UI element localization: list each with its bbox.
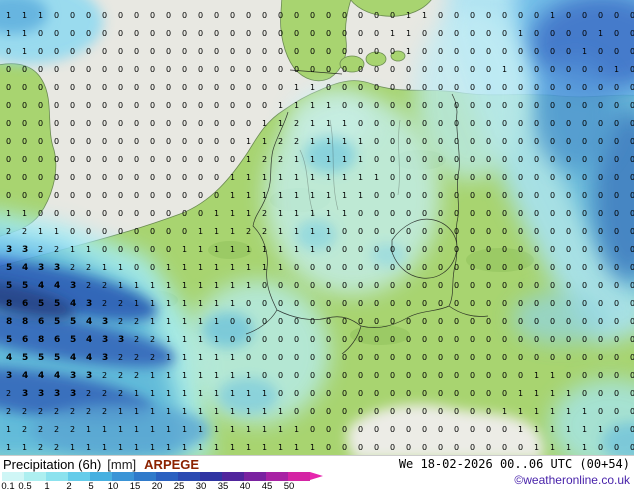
legend-segment: [156, 472, 178, 481]
copyright-link[interactable]: ©weatheronline.co.uk: [514, 473, 630, 487]
weather-map: [0, 0, 634, 455]
legend-tick-label: 10: [107, 481, 119, 490]
map-title: Precipitation (6h) [mm] ARPEGE: [3, 457, 199, 472]
land-denmark: [280, 0, 352, 82]
legend-labels: 0.1 0.5 1 2 5 10 15 20 25 30 35 40 45 50: [1, 481, 362, 490]
legend-segment: [46, 472, 68, 481]
legend-tick-label: 50: [283, 481, 295, 490]
legend-tick-label: 45: [261, 481, 273, 490]
footer-right: We 18-02-2026 00..06 UTC (00+54) ©weathe…: [399, 457, 630, 487]
legend-bar: [2, 472, 362, 481]
footer: Precipitation (6h) [mm] ARPEGE We 18-02-20…: [0, 455, 634, 490]
legend-segment: [134, 472, 156, 481]
legend-segment: [24, 472, 46, 481]
legend-arrow-icon: [310, 472, 323, 480]
legend-segment: [222, 472, 244, 481]
legend-segment: [112, 472, 134, 481]
legend-tick-label: 15: [129, 481, 141, 490]
land-island: [365, 51, 387, 67]
borders-layer: [245, 69, 489, 355]
legend: 0.1 0.5 1 2 5 10 15 20 25 30 35 40 45 50: [1, 472, 362, 490]
valid-time: We 18-02-2026 00..06 UTC (00+54): [398, 457, 630, 471]
legend-segment: [266, 472, 288, 481]
legend-tick-label: 0.5: [18, 481, 32, 490]
legend-tick-label: 5: [88, 481, 94, 490]
legend-tick-label: 25: [173, 481, 185, 490]
land-island: [390, 50, 406, 62]
land-sweden: [350, 0, 432, 17]
model-label: ARPEGE: [144, 457, 200, 472]
land-island: [339, 55, 365, 73]
parameter-label: Precipitation (6h): [3, 457, 102, 472]
legend-segment: [2, 472, 24, 481]
legend-tick-label: 1: [44, 481, 50, 490]
legend-segment: [244, 472, 266, 481]
legend-segment: [178, 472, 200, 481]
legend-tick-label: 20: [151, 481, 163, 490]
legend-segment: [90, 472, 112, 481]
precipitation-layer: [0, 0, 634, 455]
legend-tick-label: 0.1: [1, 481, 15, 490]
legend-segment: [200, 472, 222, 481]
legend-tick-label: 40: [239, 481, 251, 490]
legend-segment: [288, 472, 310, 481]
legend-tick-label: 30: [195, 481, 207, 490]
legend-tick-label: 2: [66, 481, 72, 490]
unit-label: [mm]: [107, 457, 137, 472]
alps-region: [347, 404, 544, 455]
legend-tick-label: 35: [217, 481, 229, 490]
legend-segment: [68, 472, 90, 481]
